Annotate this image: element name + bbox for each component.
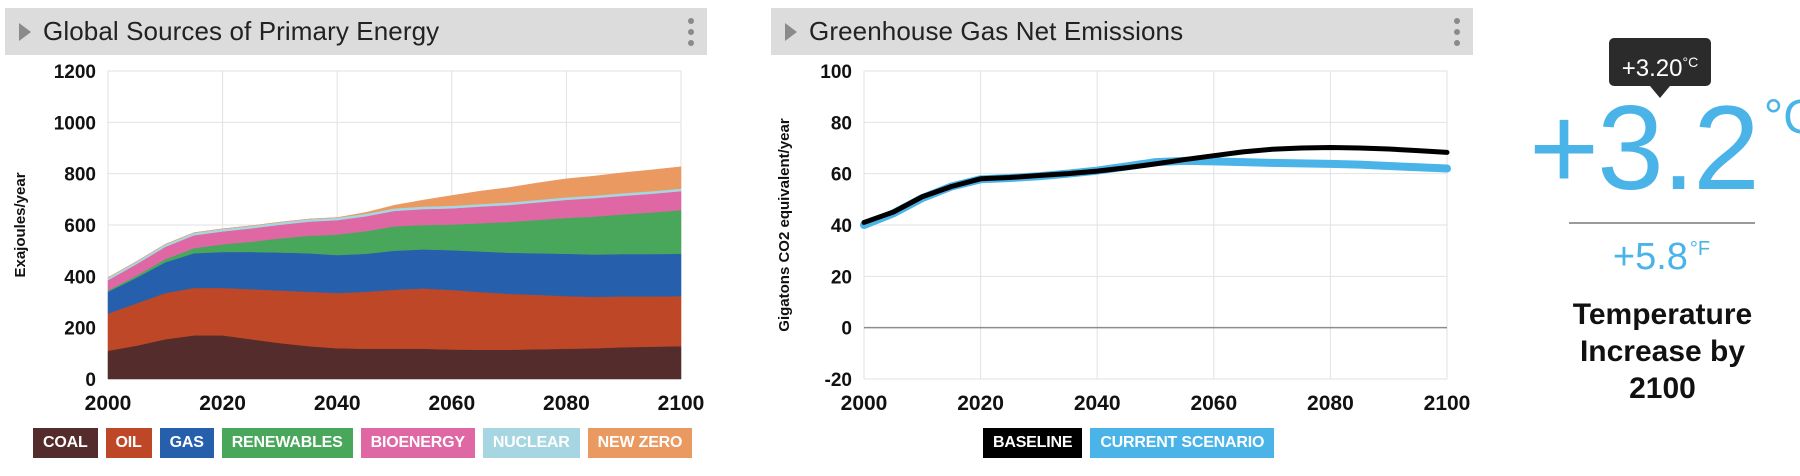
line-baseline[interactable] — [861, 144, 1450, 225]
celsius-value: +3.2 — [1529, 81, 1760, 215]
temperature-label: Temperature Increase by 2100 — [1572, 298, 1753, 405]
y-tick-label: 80 — [831, 113, 852, 134]
tooltip-value: +3.20 — [1621, 55, 1683, 82]
legend-bioenergy[interactable]: BIOENERGY — [360, 428, 475, 458]
fahrenheit-value: +5.8 — [1612, 236, 1688, 278]
y-tick-label: 1000 — [54, 113, 96, 134]
x-tick-label: 2040 — [314, 392, 361, 415]
divider — [1569, 222, 1755, 224]
x-tick-label: 2040 — [1074, 392, 1121, 415]
expand-triangle-icon[interactable] — [785, 22, 797, 41]
y-tick-label: -20 — [825, 370, 852, 391]
ghg-panel-title: Greenhouse Gas Net Emissions — [809, 16, 1184, 46]
energy-panel-header[interactable]: Global Sources of Primary Energy — [5, 8, 707, 55]
celsius-increase: +3.2°C — [1529, 76, 1800, 220]
area-series-group — [107, 166, 682, 380]
area-new-zero[interactable] — [107, 166, 682, 278]
celsius-unit: °C — [1763, 91, 1800, 144]
y-tick-label: 0 — [841, 319, 852, 340]
more-vertical-icon[interactable] — [1454, 18, 1460, 46]
ghg-legend: BASELINE CURRENT SCENARIO — [983, 428, 1275, 458]
y-tick-label: 400 — [64, 267, 96, 288]
line-current-scenario[interactable] — [860, 156, 1451, 229]
y-tick-label: 60 — [831, 165, 852, 186]
x-tick-label: 2060 — [1190, 392, 1237, 415]
ghg-panel-header[interactable]: Greenhouse Gas Net Emissions — [771, 8, 1473, 55]
y-axis-label: Exajoules/year — [12, 172, 29, 277]
temperature-panel: +3.20°C +3.2°C +5.8°F Temperature Increa… — [1520, 30, 1800, 476]
energy-sources-panel: Global Sources of Primary Energy 0 200 400… — [5, 8, 707, 476]
legend-oil[interactable]: OIL — [105, 428, 152, 458]
legend-gas[interactable]: GAS — [159, 428, 214, 458]
y-tick-label: 20 — [831, 267, 852, 288]
ghg-emissions-panel: Greenhouse Gas Net Emissions -20 0 20 40 60 8… — [771, 8, 1473, 476]
y-tick-label: 1200 — [54, 62, 96, 83]
x-tick-label: 2000 — [85, 392, 132, 415]
tooltip-unit: °C — [1682, 54, 1699, 70]
x-tick-label: 2080 — [543, 392, 590, 415]
y-tick-label: 200 — [64, 319, 96, 340]
energy-panel-title: Global Sources of Primary Energy — [43, 16, 440, 46]
fahrenheit-unit: °F — [1689, 238, 1711, 260]
y-tick-label: 100 — [820, 62, 852, 83]
energy-legend: COAL OIL GAS RENEWABLES BIOENERGY NUCLEAR NEW … — [33, 428, 693, 458]
y-tick-label: 600 — [64, 216, 96, 237]
energy-area-chart: 0 200 400 600 800 1000 1200 2000 2020 2040 2060 208… — [12, 62, 705, 415]
x-tick-label: 2100 — [658, 392, 705, 415]
x-tick-label: 2060 — [428, 392, 475, 415]
y-axis-label: Gigatons CO2 equivalent/year — [776, 118, 793, 332]
expand-triangle-icon[interactable] — [19, 22, 31, 41]
grid — [863, 70, 1448, 380]
x-tick-label: 2020 — [957, 392, 1004, 415]
legend-renewables[interactable]: RENEWABLES — [221, 428, 353, 458]
x-tick-label: 2100 — [1424, 392, 1471, 415]
legend-baseline[interactable]: BASELINE — [983, 428, 1083, 458]
legend-current-scenario[interactable]: CURRENT SCENARIO — [1090, 428, 1275, 458]
legend-nuclear[interactable]: NUCLEAR — [482, 428, 580, 458]
temperature-tooltip: +3.20°C — [1609, 38, 1711, 98]
y-tick-label: 800 — [64, 165, 96, 186]
legend-new-zero[interactable]: NEW ZERO — [587, 428, 693, 458]
more-vertical-icon[interactable] — [688, 18, 694, 46]
y-tick-label: 40 — [831, 216, 852, 237]
x-tick-label: 2020 — [199, 392, 246, 415]
legend-coal[interactable]: COAL — [33, 428, 98, 458]
x-tick-label: 2080 — [1307, 392, 1354, 415]
fahrenheit-increase: +5.8 °F — [1520, 236, 1800, 279]
x-tick-label: 2000 — [841, 392, 888, 415]
y-tick-label: 0 — [85, 370, 96, 391]
